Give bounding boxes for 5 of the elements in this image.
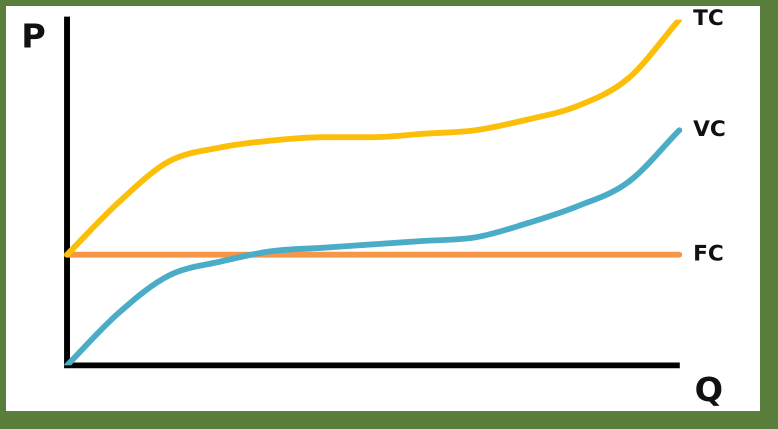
- y-axis-title: P: [21, 16, 46, 56]
- series-label: TC: [693, 6, 724, 32]
- series-label: FC: [693, 241, 724, 266]
- series-label: VC: [693, 116, 726, 142]
- x-axis-title: Q: [694, 370, 724, 410]
